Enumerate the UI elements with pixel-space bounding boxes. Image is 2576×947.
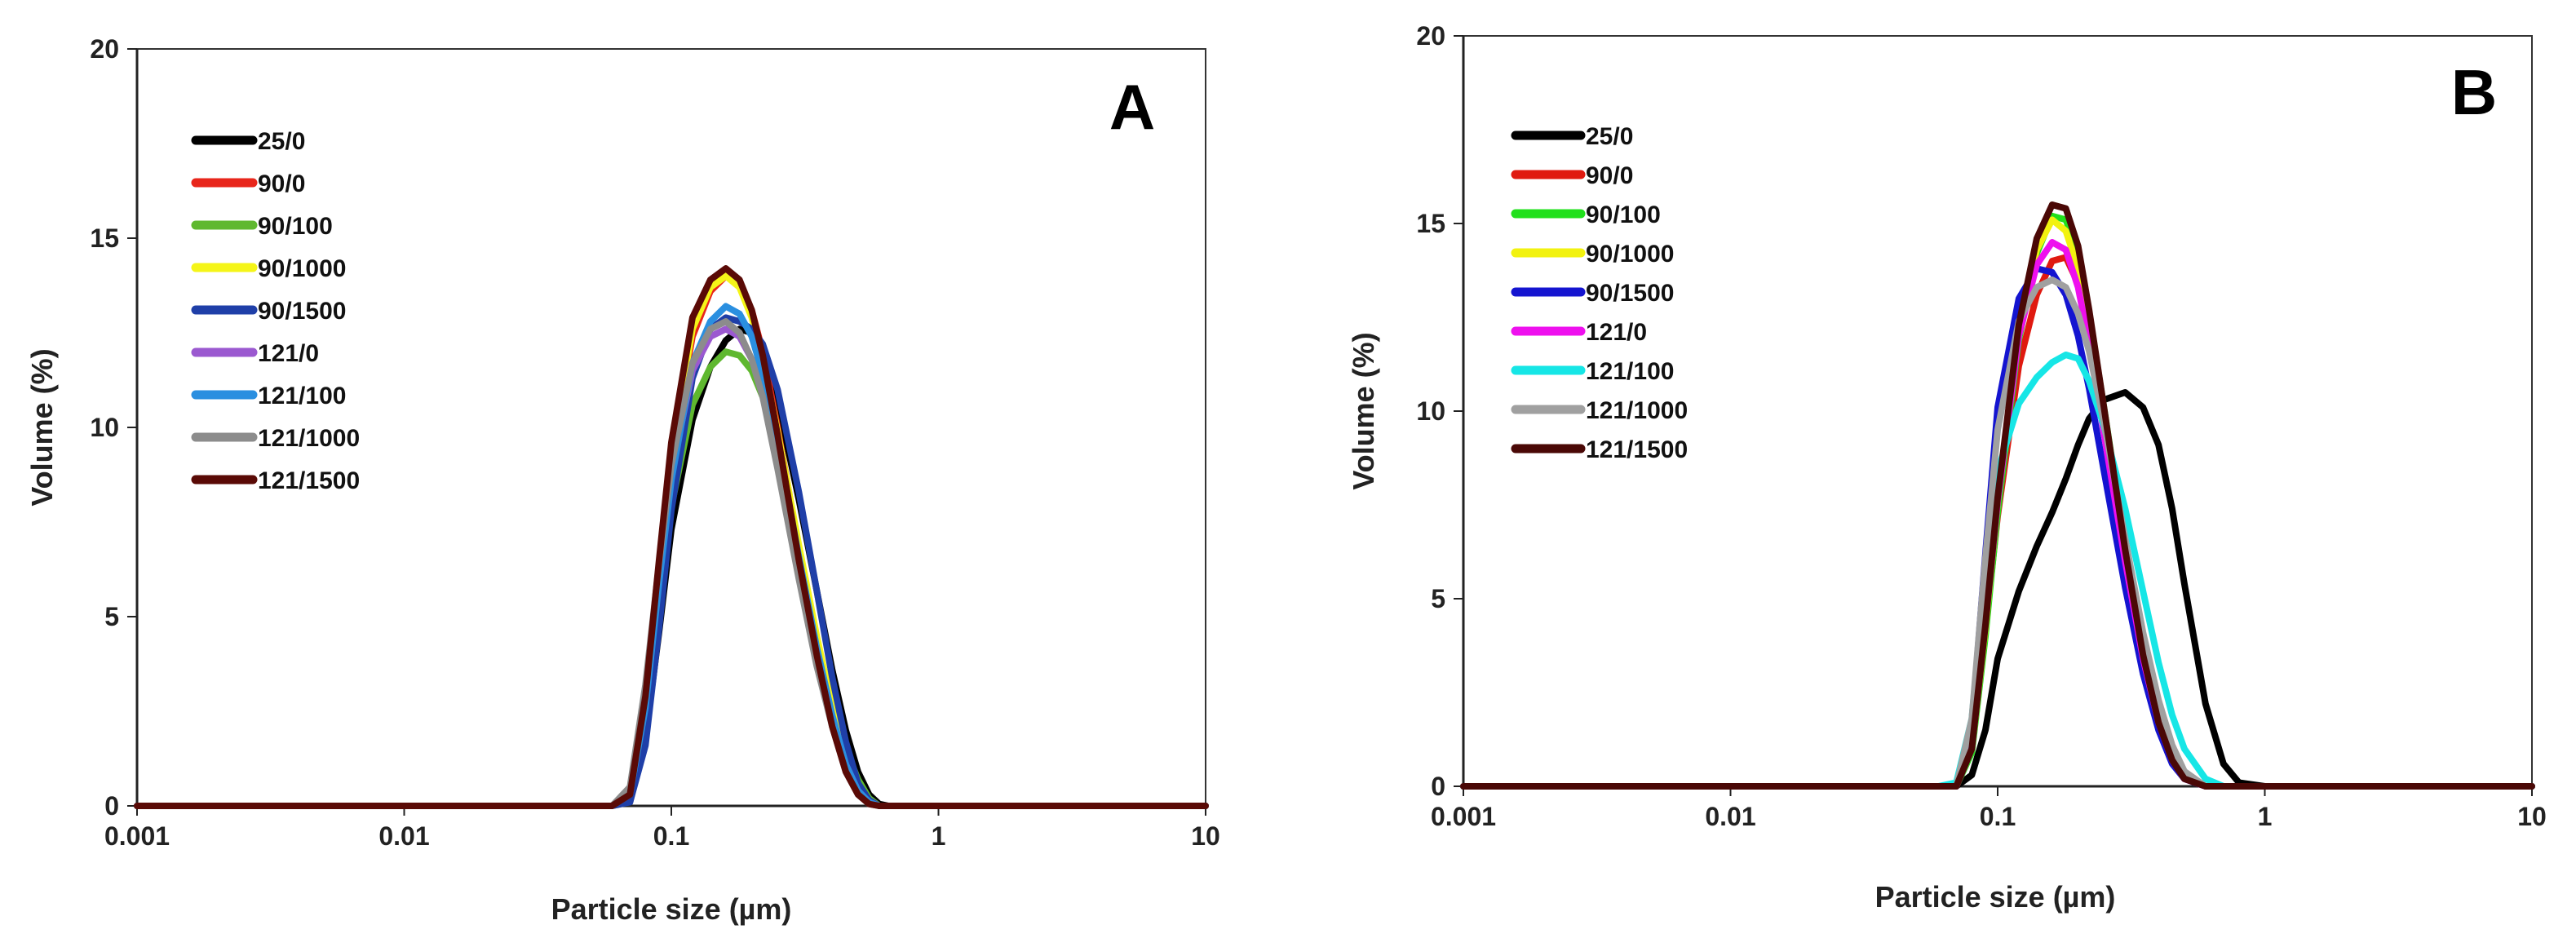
panel-b-legend-label-90-1000: 90/1000 bbox=[1586, 241, 1674, 268]
panel-a-legend-label-121-1500: 121/1500 bbox=[258, 467, 360, 494]
panel-b-y-tick-label: 15 bbox=[1416, 209, 1445, 238]
panel-b-series-25-0 bbox=[1460, 389, 2535, 790]
panel-a-x-axis-label: Particle size (µm) bbox=[551, 892, 792, 926]
panel-a-series-lines bbox=[134, 265, 1209, 809]
panel-b-legend-label-121-100: 121/100 bbox=[1586, 358, 1674, 385]
panel-b-series-lines bbox=[1460, 201, 2535, 790]
panel-a-y-tick-label: 0 bbox=[104, 791, 119, 821]
panel-b-legend-label-121-1500: 121/1500 bbox=[1586, 436, 1688, 463]
panel-b-x-tick-label: 0.01 bbox=[1705, 802, 1755, 831]
panel-b-y-axis-label: Volume (%) bbox=[1347, 332, 1380, 489]
panel-a-y-tick-label: 15 bbox=[90, 223, 119, 253]
panel-b-legend-label-25-0: 25/0 bbox=[1586, 123, 1633, 150]
panel-b-label: B bbox=[2451, 56, 2497, 128]
panel-b-y-tick-label: 0 bbox=[1431, 772, 1445, 801]
panel-b-series-121-1500 bbox=[1460, 201, 2535, 790]
panel-a-legend-label-90-1000: 90/1000 bbox=[258, 255, 346, 282]
panel-b-y-tick-label: 20 bbox=[1416, 21, 1445, 51]
panel-a-y-ticks: 0 5 10 15 20 bbox=[90, 34, 137, 821]
panel-a-y-tick-label: 10 bbox=[90, 413, 119, 442]
panel-b-legend-label-121-0: 121/0 bbox=[1586, 319, 1647, 346]
panel-a-x-ticks: 0.001 0.01 0.1 1 10 bbox=[104, 806, 1220, 851]
panel-b-legend-label-90-100: 90/100 bbox=[1586, 201, 1661, 228]
panel-a-y-axis-label: Volume (%) bbox=[25, 348, 59, 506]
panel-a-legend-label-121-0: 121/0 bbox=[258, 340, 319, 367]
panel-a-series-121-1500 bbox=[134, 265, 1209, 809]
panel-b-x-axis-label: Particle size (µm) bbox=[1875, 880, 2116, 914]
panel-a-y-tick-label: 5 bbox=[104, 602, 119, 631]
panel-b-x-ticks: 0.001 0.01 0.1 1 10 bbox=[1431, 786, 2547, 831]
panel-a-legend-label-121-100: 121/100 bbox=[258, 383, 346, 409]
panel-a-x-tick-label: 0.01 bbox=[378, 821, 429, 851]
panel-b-legend-label-121-1000: 121/1000 bbox=[1586, 397, 1688, 424]
panel-a-legend: 25/0 90/0 90/100 90/1000 90/1500 121/0 121/100… bbox=[191, 128, 360, 494]
panel-a-x-tick-label: 1 bbox=[932, 821, 946, 851]
panel-b-legend-label-90-1500: 90/1500 bbox=[1586, 280, 1674, 307]
panel-b-x-tick-label: 0.001 bbox=[1431, 802, 1496, 831]
panel-b: 0.001 0.01 0.1 1 10 0 5 10 15 20 25/0 90/0 90/100 9… bbox=[1347, 21, 2547, 914]
panel-b-legend: 25/0 90/0 90/100 90/1000 90/1500 121/0 121/100… bbox=[1511, 123, 1688, 463]
panel-a-legend-label-25-0: 25/0 bbox=[258, 128, 305, 155]
panel-a-label: A bbox=[1109, 71, 1155, 143]
panel-a-legend-label-90-100: 90/100 bbox=[258, 213, 333, 240]
panel-b-y-tick-label: 5 bbox=[1431, 584, 1445, 613]
panel-a-x-tick-label: 10 bbox=[1191, 821, 1220, 851]
panel-b-x-tick-label: 1 bbox=[2258, 802, 2273, 831]
panel-a: 0.001 0.01 0.1 1 10 0 5 10 15 20 25/0 90/0 90/100 9… bbox=[25, 34, 1220, 926]
panel-b-legend-label-90-0: 90/0 bbox=[1586, 162, 1633, 189]
panel-b-x-tick-label: 10 bbox=[2517, 802, 2547, 831]
panel-a-x-tick-label: 0.001 bbox=[104, 821, 170, 851]
panel-a-x-tick-label: 0.1 bbox=[653, 821, 689, 851]
panel-b-x-tick-label: 0.1 bbox=[1980, 802, 2016, 831]
panel-b-y-tick-label: 10 bbox=[1416, 396, 1445, 426]
panel-a-legend-label-90-1500: 90/1500 bbox=[258, 298, 346, 325]
panel-a-legend-label-90-0: 90/0 bbox=[258, 170, 305, 197]
panel-a-y-tick-label: 20 bbox=[90, 34, 119, 64]
panel-a-legend-label-121-1000: 121/1000 bbox=[258, 425, 360, 452]
